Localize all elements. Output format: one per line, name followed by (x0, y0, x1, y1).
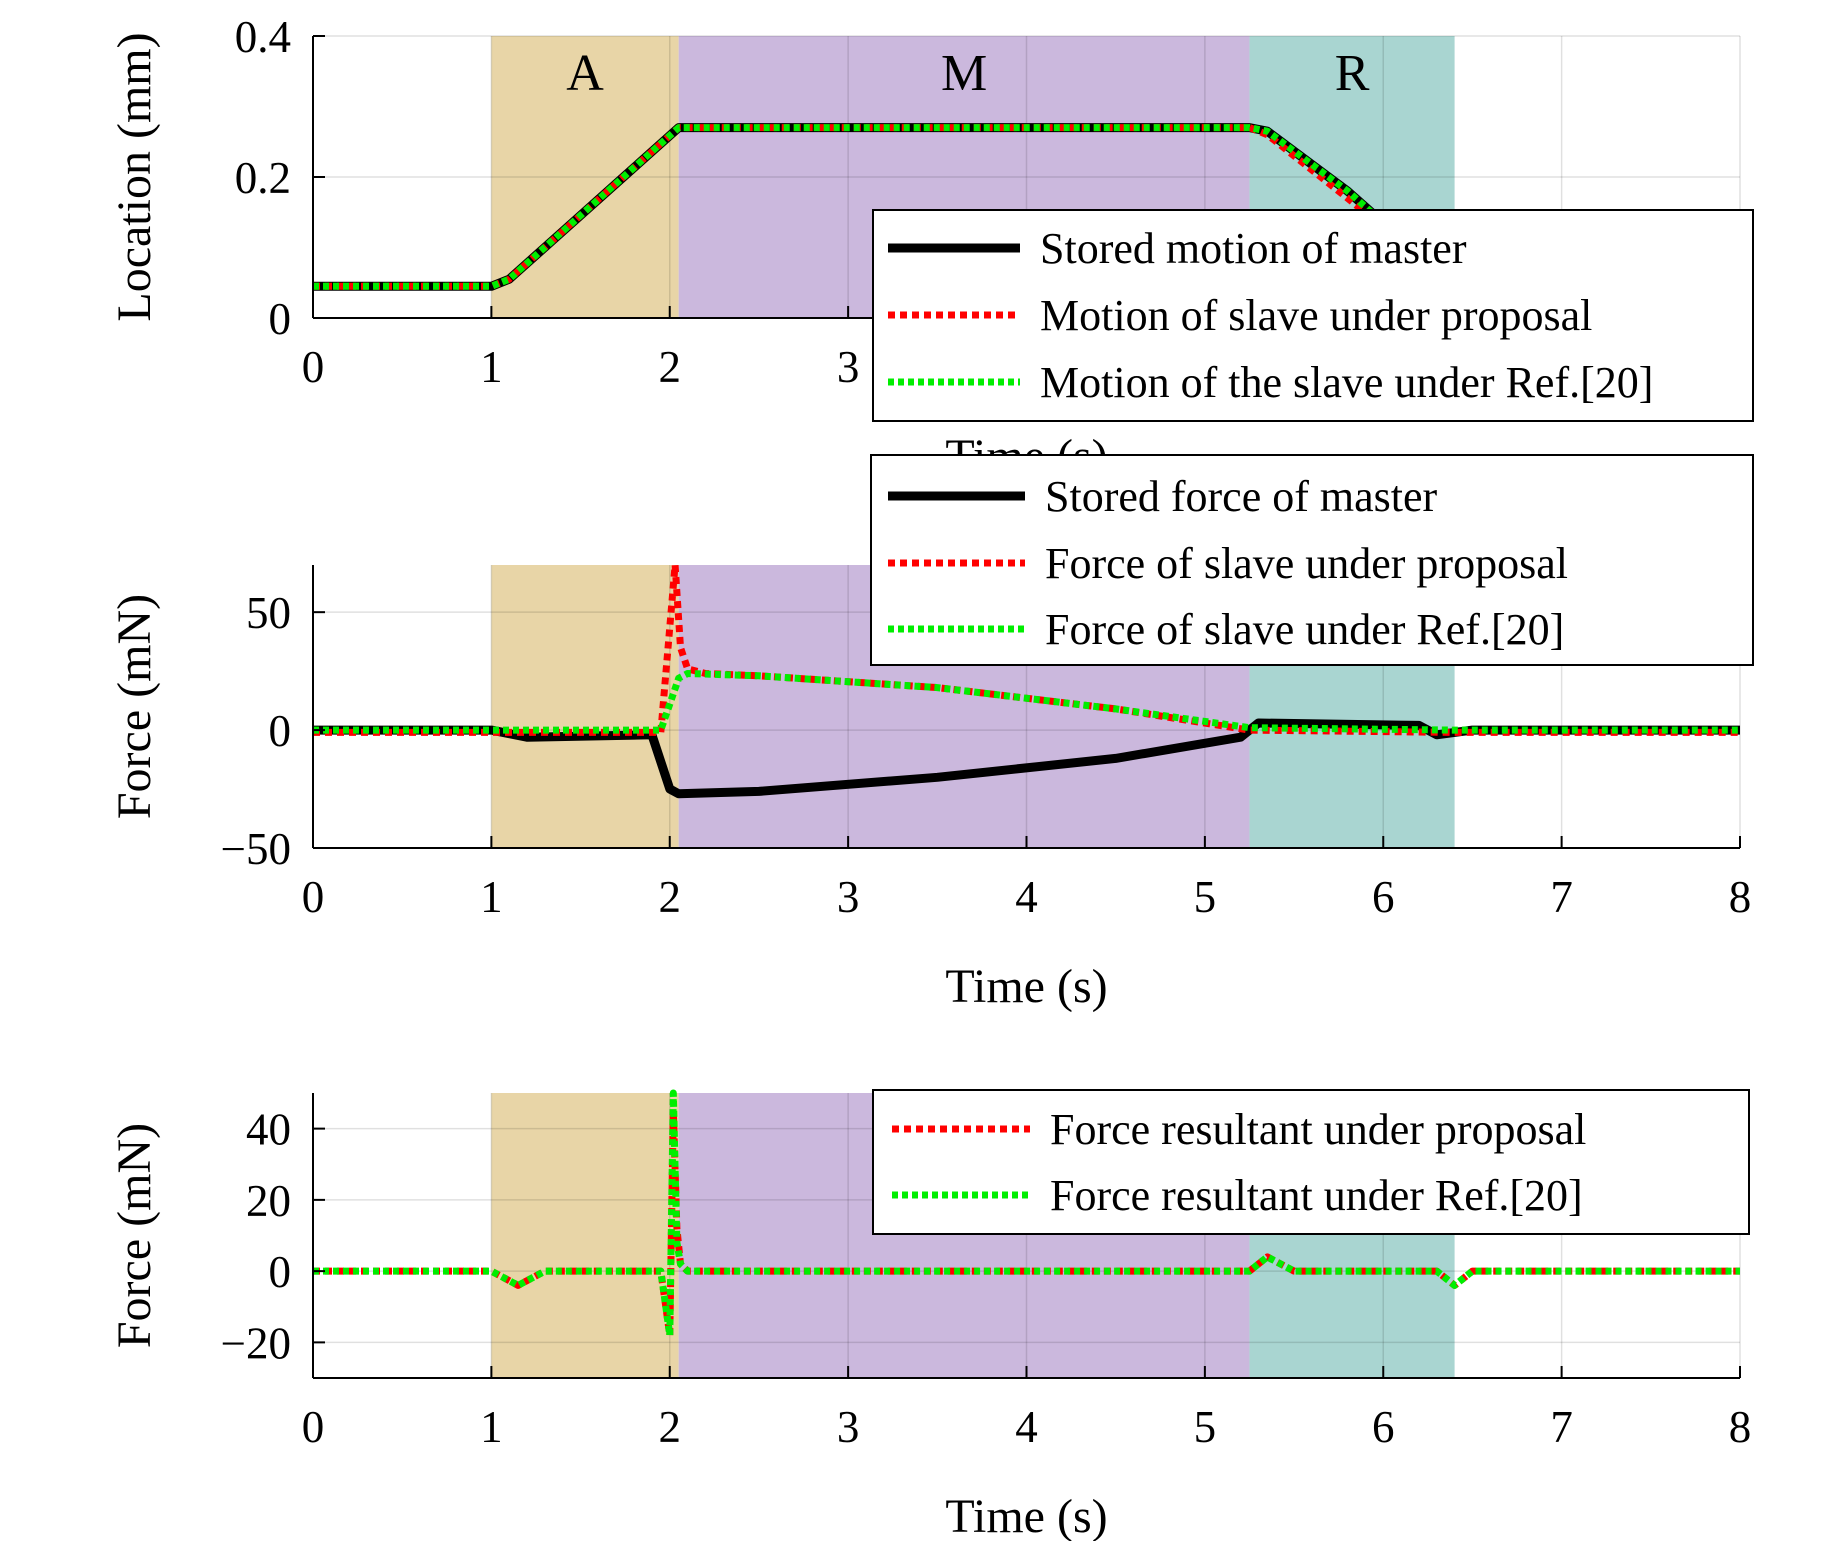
y-axis-label: Force (mN) (108, 1123, 161, 1348)
series-line-ref20 (313, 670, 1740, 734)
series-line-ref20 (313, 124, 1740, 290)
x-tick-label: 1 (480, 1402, 503, 1452)
x-tick-label: 4 (1015, 1402, 1038, 1452)
x-tick-label: 6 (1372, 872, 1395, 922)
x-tick-label: 2 (659, 872, 682, 922)
y-tick-label: 0.2 (235, 153, 291, 203)
x-tick-label: 7 (1550, 872, 1573, 922)
x-tick-label: 2 (659, 342, 682, 392)
y-tick-label: −50 (221, 824, 291, 874)
y-tick-label: 20 (246, 1176, 291, 1226)
x-tick-label: 1 (480, 342, 503, 392)
legend-label: Motion of the slave under Ref.[20] (1040, 358, 1653, 407)
phase-label-A: A (566, 45, 604, 102)
x-tick-label: 1 (480, 872, 503, 922)
y-tick-label: 0 (269, 1247, 292, 1297)
legend-label: Force resultant under Ref.[20] (1050, 1171, 1583, 1220)
phase-band-A (491, 1093, 679, 1378)
phase-label-M: M (941, 45, 987, 102)
y-axis-label: Location (mm) (108, 32, 161, 321)
x-tick-label: 3 (837, 342, 860, 392)
y-axis-label: Force (mN) (108, 594, 161, 819)
y-tick-label: 50 (246, 588, 291, 638)
x-tick-label: 7 (1550, 1402, 1573, 1452)
x-tick-label: 0 (302, 1402, 325, 1452)
legend-label: Stored force of master (1045, 472, 1438, 521)
x-tick-label: 3 (837, 872, 860, 922)
legend-location: Stored motion of master Motion of slave u… (872, 209, 1754, 422)
x-tick-label: 3 (837, 1402, 860, 1452)
series-line-ref20 (313, 1089, 1740, 1339)
phase-label-R: R (1335, 45, 1370, 102)
x-tick-label: 0 (302, 342, 325, 392)
legend-force: Stored force of master Force of slave und… (870, 454, 1754, 666)
legend-label: Force resultant under proposal (1050, 1105, 1586, 1154)
legend-box (872, 1089, 1750, 1235)
y-tick-label: 0 (269, 294, 292, 344)
x-tick-label: 8 (1729, 1402, 1752, 1452)
phase-band-A (491, 565, 679, 848)
x-tick-label: 8 (1729, 872, 1752, 922)
legend-label: Stored motion of master (1040, 224, 1467, 273)
legend-label: Motion of slave under proposal (1040, 291, 1592, 340)
x-tick-label: 0 (302, 872, 325, 922)
legend-resultant: Force resultant under proposal Force resu… (872, 1089, 1750, 1235)
x-axis-label: Time (s) (945, 1490, 1107, 1541)
x-tick-label: 2 (659, 1402, 682, 1452)
y-tick-label: 0 (269, 706, 292, 756)
x-tick-label: 5 (1194, 872, 1217, 922)
legend-label: Force of slave under proposal (1045, 539, 1568, 588)
y-tick-label: 40 (246, 1105, 291, 1155)
y-tick-label: 0.4 (235, 12, 291, 62)
x-tick-label: 4 (1015, 872, 1038, 922)
legend-label: Force of slave under Ref.[20] (1045, 605, 1564, 654)
x-tick-label: 5 (1194, 1402, 1217, 1452)
x-tick-label: 6 (1372, 1402, 1395, 1452)
x-axis-label: Time (s) (945, 960, 1107, 1013)
y-tick-label: −20 (221, 1318, 291, 1368)
